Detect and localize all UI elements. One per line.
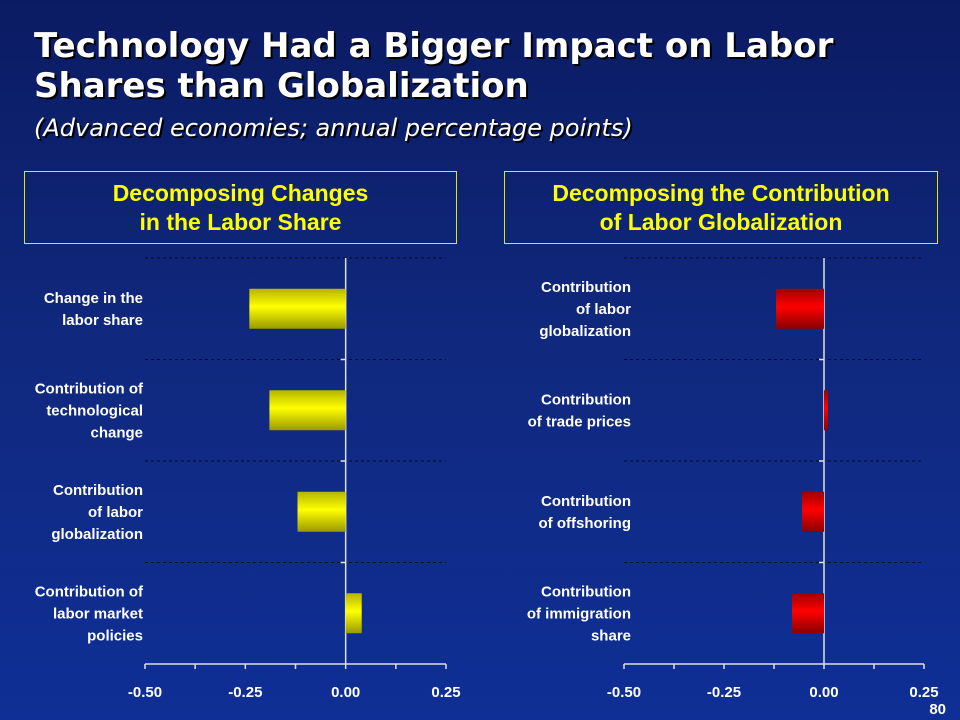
page-title: Technology Had a Bigger Impact on Labor … xyxy=(34,26,834,106)
left-category-label: Contribution of technological change xyxy=(35,380,144,441)
right-chart-title: Decomposing the Contribution of Labor Gl… xyxy=(552,179,890,235)
left-category-label: Contribution of labor market policies xyxy=(35,583,144,644)
right-bar xyxy=(776,288,824,329)
left-x-tick-label: 0.00 xyxy=(331,684,360,701)
right-category-label: Contribution of trade prices xyxy=(528,391,631,430)
left-chart-title: Decomposing Changes in the Labor Share xyxy=(112,179,369,235)
right-bar xyxy=(792,593,824,634)
left-bar xyxy=(249,288,346,329)
right-category-label: Contribution of offshoring xyxy=(539,493,631,532)
right-bar xyxy=(802,491,824,532)
right-x-tick-label: 0.25 xyxy=(909,684,938,701)
left-x-tick-label: -0.50 xyxy=(128,684,162,701)
left-x-tick-label: -0.25 xyxy=(228,684,262,701)
page-number: 80 xyxy=(929,701,946,718)
right-x-tick-label: 0.00 xyxy=(809,684,838,701)
left-category-label: Change in the labor share xyxy=(44,290,143,329)
right-bar xyxy=(824,390,828,431)
right-category-label: Contribution of immigration share xyxy=(527,583,631,644)
right-x-tick-label: -0.50 xyxy=(607,684,641,701)
page-subtitle: (Advanced economies; annual percentage p… xyxy=(34,114,633,142)
left-x-tick-label: 0.25 xyxy=(431,684,460,701)
left-chart-title-box: Decomposing Changes in the Labor Share xyxy=(24,171,457,244)
left-bar xyxy=(345,593,362,634)
right-category-label: Contribution of labor globalization xyxy=(539,279,631,340)
right-x-tick-label: -0.25 xyxy=(707,684,741,701)
left-category-label: Contribution of labor globalization xyxy=(51,482,143,543)
right-chart-title-box: Decomposing the Contribution of Labor Gl… xyxy=(504,171,938,244)
left-bar xyxy=(269,390,346,431)
left-bar xyxy=(297,491,346,532)
